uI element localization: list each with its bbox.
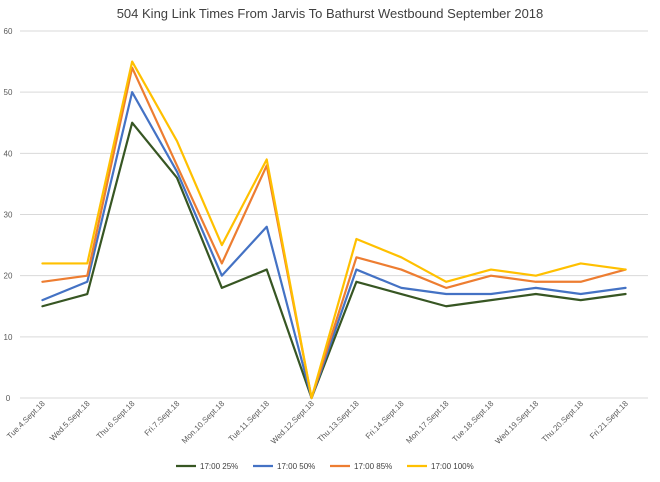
chart-title: 504 King Link Times From Jarvis To Bathu… — [117, 6, 544, 21]
x-tick-label: Thu.20.Sept.18 — [540, 399, 585, 444]
series-line-3 — [41, 66, 627, 400]
x-tick-label: Wed.12.Sept.18 — [269, 399, 316, 446]
x-tick-label: Mon.17.Sept.18 — [404, 399, 451, 446]
series-lines — [41, 60, 627, 400]
x-tick-label: Wed.5.Sept.18 — [48, 399, 92, 443]
y-tick-label: 30 — [4, 211, 13, 220]
x-tick-label: Fri.7.Sept.18 — [143, 399, 182, 438]
x-tick-label: Wed.19.Sept.18 — [493, 399, 540, 446]
x-tick-label: Thu.6.Sept.18 — [95, 399, 137, 441]
x-tick-label: Tue.11.Sept.18 — [227, 399, 272, 444]
y-tick-label: 40 — [4, 149, 13, 158]
y-tick-label: 0 — [6, 394, 11, 403]
x-tick-label: Mon.10.Sept.18 — [180, 399, 227, 446]
legend-label: 17:00 100% — [431, 462, 474, 471]
y-tick-label: 50 — [4, 88, 13, 97]
y-axis-ticks: 0 10 20 30 40 50 60 — [4, 27, 13, 403]
legend-label: 17:00 25% — [200, 462, 238, 471]
x-tick-label: Fri.14.Sept.18 — [364, 399, 406, 441]
y-tick-label: 60 — [4, 27, 13, 36]
x-tick-label: Fri.21.Sept.18 — [588, 399, 630, 441]
legend-label: 17:00 50% — [277, 462, 315, 471]
x-tick-label: Tue.18.Sept.18 — [451, 399, 496, 444]
legend: 17:00 25% 17:00 50% 17:00 85% 17:00 100% — [176, 462, 474, 471]
series-line-4 — [41, 60, 627, 400]
gridlines — [20, 30, 648, 399]
x-tick-label: Thu.13.Sept.18 — [316, 399, 361, 444]
series-line-2 — [41, 91, 627, 400]
x-axis-ticks: Tue.4.Sept.18 Wed.5.Sept.18 Thu.6.Sept.18 F… — [5, 399, 630, 446]
y-tick-label: 20 — [4, 272, 13, 281]
legend-label: 17:00 85% — [354, 462, 392, 471]
series-line-1 — [41, 121, 627, 400]
y-tick-label: 10 — [4, 333, 13, 342]
x-tick-label: Tue.4.Sept.18 — [5, 399, 47, 441]
